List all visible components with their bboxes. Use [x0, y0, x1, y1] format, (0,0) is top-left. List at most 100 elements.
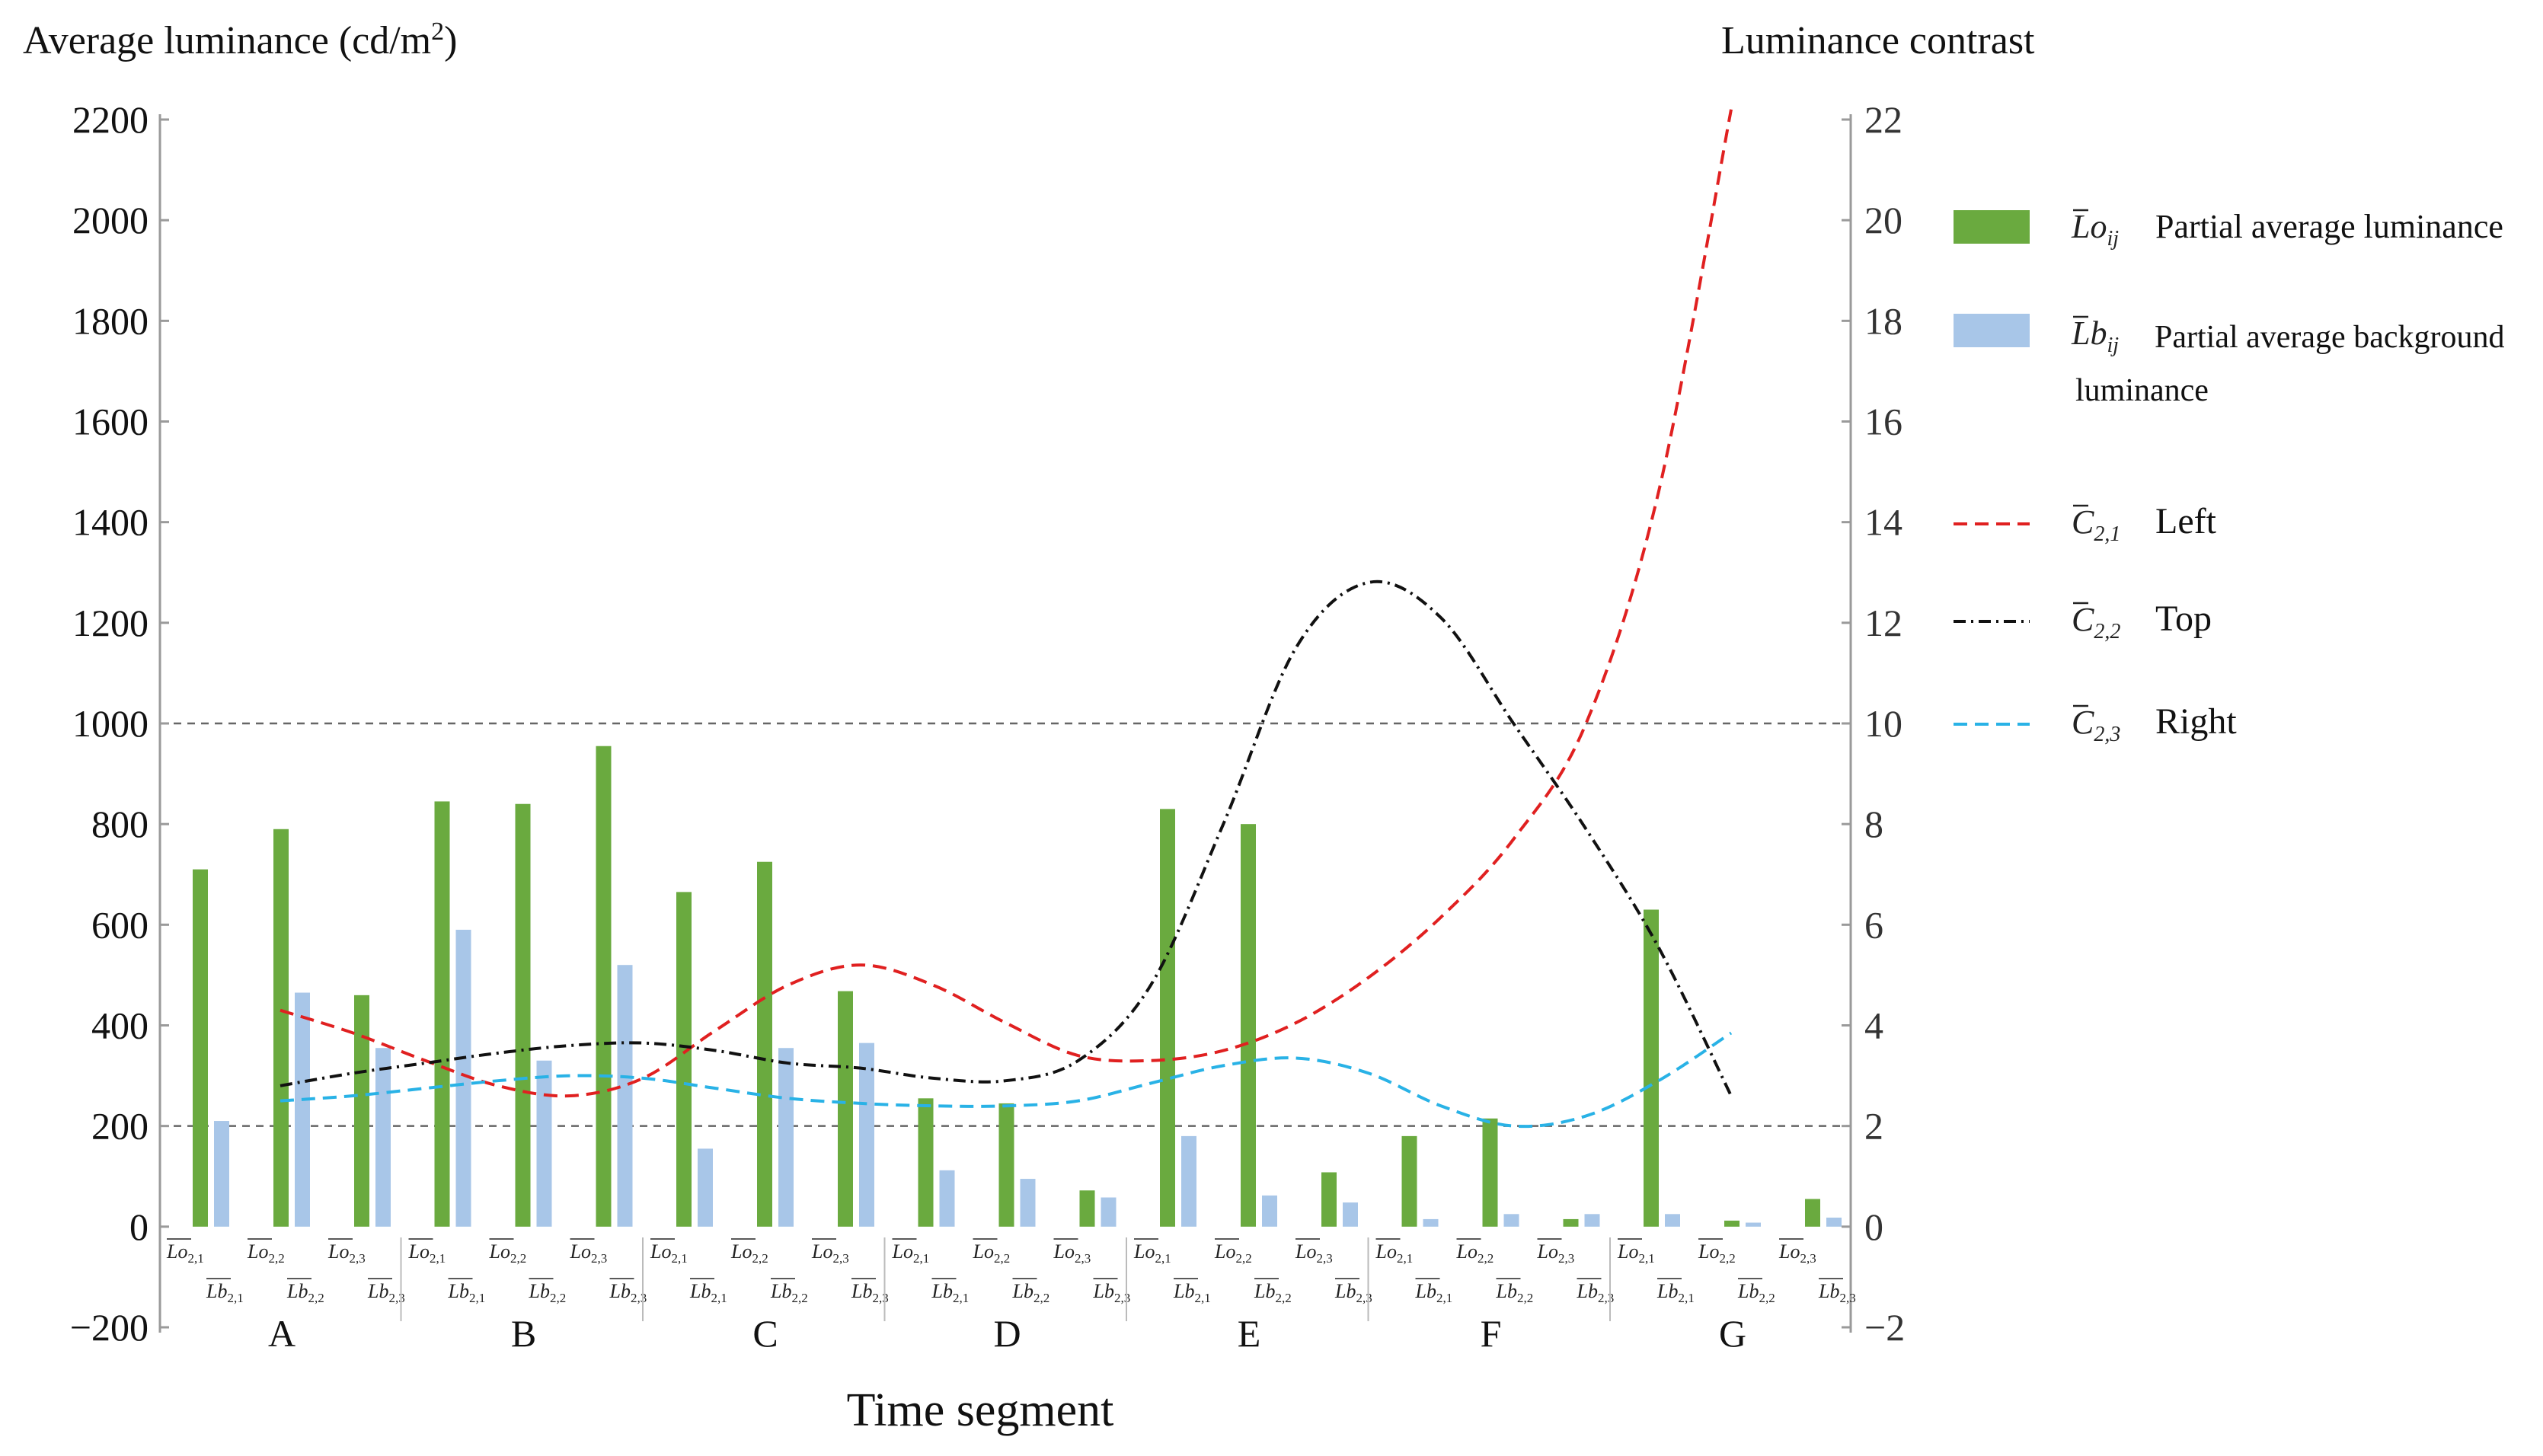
- left-tick-label: 200: [91, 1105, 149, 1148]
- contrast-line-top: [280, 580, 1733, 1097]
- bar-partial-luminance: [1805, 1199, 1820, 1227]
- x-pair-label-bottom: Lb2,3: [1334, 1280, 1372, 1305]
- x-pair-label-bottom: Lb2,1: [931, 1280, 970, 1305]
- x-pair-label-bottom: Lb2,2: [1737, 1280, 1775, 1305]
- x-pair-label-bottom: Lb2,1: [448, 1280, 486, 1305]
- legend-symbol-right-sub: 2,3: [2094, 723, 2120, 746]
- bar-partial-luminance: [1241, 824, 1256, 1227]
- x-pair-label-bottom: Lb2,2: [1012, 1280, 1050, 1305]
- x-pair-label-bottom: Lb2,3: [1093, 1280, 1131, 1305]
- legend-symbol-left-sub: 2,1: [2094, 522, 2120, 546]
- x-pair-label-top: Lo2,1: [166, 1240, 204, 1266]
- legend-symbol-left: C2,1: [2072, 503, 2120, 546]
- x-pair-label-bottom: Lb2,2: [1254, 1280, 1292, 1305]
- segment-label: D: [993, 1312, 1021, 1355]
- contrast-line-right: [280, 1031, 1733, 1129]
- bar-partial-luminance: [354, 995, 369, 1227]
- legend-symbol-luminance: Loij: [2071, 208, 2119, 251]
- left-tick-label: −200: [70, 1306, 149, 1349]
- right-axis-title: Luminance contrast: [1721, 19, 2035, 62]
- segment-label: C: [752, 1312, 778, 1355]
- x-pair-label-bottom: Lb2,2: [286, 1280, 324, 1305]
- segment-label: A: [268, 1312, 296, 1355]
- bar-background-luminance: [1020, 1179, 1036, 1227]
- legend-label-top: Top: [2155, 599, 2212, 639]
- x-pair-label-bottom: Lb2,1: [689, 1280, 727, 1305]
- x-pair-label-top: Lo2,1: [1617, 1240, 1655, 1266]
- x-pair-label-bottom: Lb2,3: [367, 1280, 405, 1305]
- left-tick-label: 2200: [72, 98, 149, 141]
- right-tick-label: 12: [1864, 602, 1902, 644]
- x-pair-label-top: Lo2,2: [489, 1240, 527, 1266]
- x-pair-label-top: Lo2,2: [247, 1240, 285, 1266]
- x-pair-label-top: Lo2,1: [1375, 1240, 1414, 1266]
- x-pair-label-bottom: Lb2,1: [1173, 1280, 1211, 1305]
- bar-background-luminance: [1101, 1197, 1117, 1227]
- bar-partial-luminance: [1482, 1118, 1498, 1227]
- right-tick-label: 4: [1864, 1004, 1883, 1047]
- legend-label-background-box: Partial average background luminance: [2075, 320, 2505, 408]
- left-tick-label: 1800: [72, 299, 149, 342]
- bar-background-luminance: [455, 929, 471, 1227]
- x-pair-label-bottom: Lb2,1: [1656, 1280, 1695, 1305]
- bar-partial-luminance: [757, 861, 772, 1227]
- x-pair-label-bottom: Lb2,2: [770, 1280, 808, 1305]
- x-pair-label-top: Lo2,2: [973, 1240, 1011, 1266]
- legend-label-background: Partial average background luminance: [2075, 320, 2505, 408]
- legend-symbol-top-sub: 2,2: [2094, 620, 2120, 643]
- right-tick-label: 10: [1864, 702, 1902, 745]
- bar-partial-luminance: [1079, 1190, 1095, 1227]
- bar-background-luminance: [617, 965, 633, 1227]
- bar-partial-luminance: [193, 869, 208, 1227]
- x-pair-label-top: Lo2,1: [408, 1240, 446, 1266]
- bar-background-luminance: [1262, 1195, 1277, 1227]
- bar-background-luminance: [778, 1048, 794, 1227]
- legend-symbol-left-main: C: [2072, 503, 2094, 541]
- bar-background-luminance: [1503, 1214, 1519, 1227]
- left-tick-label: 1400: [72, 501, 149, 544]
- left-axis-title-suffix: ): [444, 19, 457, 62]
- right-tick-label: 8: [1864, 803, 1883, 845]
- bar-background-luminance: [375, 1048, 391, 1227]
- x-pair-label-top: Lo2,2: [1698, 1240, 1736, 1266]
- x-pair-label-bottom: Lb2,1: [1415, 1280, 1453, 1305]
- x-pair-label-bottom: Lb2,3: [851, 1280, 889, 1305]
- legend-swatch-luminance: [1954, 210, 2030, 244]
- left-axis-title-sup: 2: [431, 18, 444, 46]
- x-pair-label-top: Lo2,3: [327, 1240, 366, 1266]
- legend-label-luminance: Partial average luminance: [2155, 208, 2503, 245]
- legend-symbol-luminance-sub: ij: [2107, 227, 2119, 251]
- x-pair-label-bottom: Lb2,3: [609, 1280, 647, 1305]
- segment-label: B: [511, 1312, 536, 1355]
- bar-partial-luminance: [1160, 809, 1175, 1227]
- bar-background-luminance: [1665, 1214, 1680, 1227]
- legend-symbol-top: C2,2: [2072, 601, 2120, 643]
- x-pair-label-bottom: Lb2,1: [206, 1280, 244, 1305]
- x-pair-label-bottom: Lb2,2: [529, 1280, 567, 1305]
- bar-partial-luminance: [918, 1098, 934, 1227]
- bar-partial-luminance: [1401, 1135, 1417, 1227]
- bar-background-luminance: [859, 1043, 874, 1227]
- x-pair-label-top: Lo2,3: [1778, 1240, 1816, 1266]
- legend-swatch-background: [1954, 314, 2030, 347]
- legend-symbol-luminance-main: Lo: [2071, 208, 2107, 245]
- x-pair-label-top: Lo2,1: [1133, 1240, 1171, 1266]
- right-tick-label: 14: [1864, 501, 1902, 544]
- x-pair-label-top: Lo2,3: [1537, 1240, 1575, 1266]
- bar-background-luminance: [1181, 1135, 1196, 1227]
- legend-symbol-background-sub: ij: [2107, 334, 2119, 357]
- segment-label: E: [1238, 1312, 1261, 1355]
- x-pair-label-top: Lo2,3: [1295, 1240, 1333, 1266]
- bar-background-luminance: [1423, 1218, 1439, 1227]
- bar-partial-luminance: [596, 746, 612, 1227]
- right-tick-label: 18: [1864, 299, 1902, 342]
- x-pair-label-top: Lo2,3: [570, 1240, 608, 1266]
- segment-label: G: [1719, 1312, 1746, 1355]
- bar-partial-luminance: [1724, 1220, 1740, 1227]
- left-tick-label: 2000: [72, 199, 149, 241]
- right-tick-label: 16: [1864, 401, 1902, 443]
- x-axis-title: Time segment: [847, 1384, 1114, 1436]
- contrast-line-left: [280, 109, 1733, 1098]
- legend-symbol-background: Lbij: [2071, 315, 2119, 357]
